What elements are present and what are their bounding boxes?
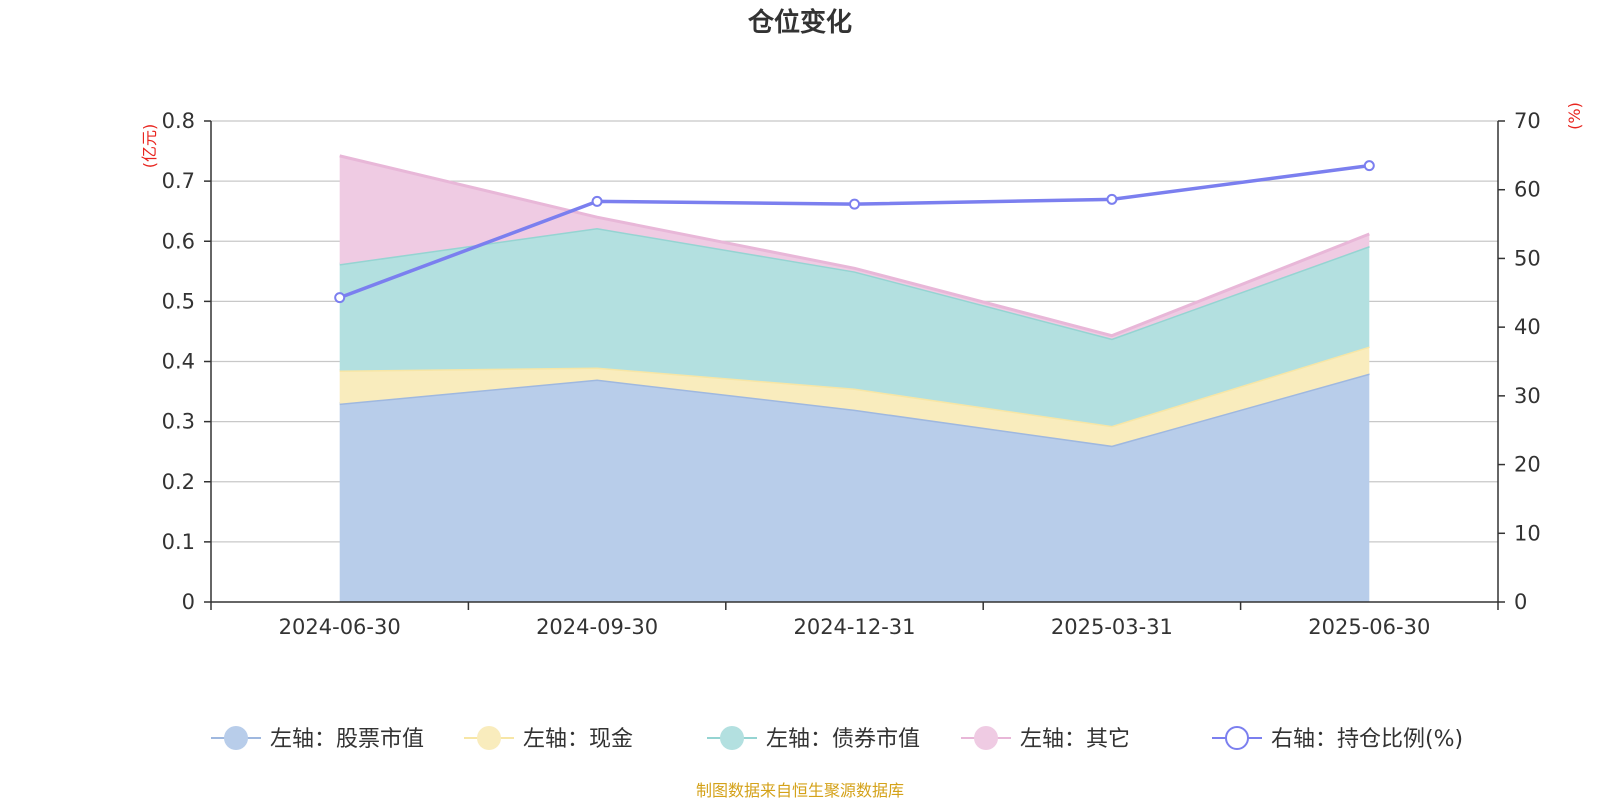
ratio-point xyxy=(334,292,346,304)
left-tick-label: 0 xyxy=(182,590,195,614)
x-tick-label: 2024-12-31 xyxy=(793,615,915,639)
legend-label: 左轴：其它 xyxy=(1020,727,1130,752)
legend-circle-symbol xyxy=(974,726,998,750)
area-series xyxy=(339,154,1370,602)
right-tick-label: 20 xyxy=(1514,453,1541,477)
legend-item-2[interactable]: 左轴：债券市值 xyxy=(707,726,920,752)
legend-circle-symbol xyxy=(224,726,248,750)
legend-label: 左轴：股票市值 xyxy=(270,727,424,752)
legend-label: 左轴：债券市值 xyxy=(766,727,920,752)
right-tick-label: 50 xyxy=(1514,246,1541,270)
legend-item-4[interactable]: 右轴：持仓比例(%) xyxy=(1212,726,1463,752)
right-axis-unit: (%) xyxy=(1565,102,1584,130)
area-fill-0 xyxy=(339,373,1370,602)
legend-item-3[interactable]: 左轴：其它 xyxy=(961,726,1130,752)
right-tick-label: 0 xyxy=(1514,590,1527,614)
ratio-point xyxy=(591,195,603,207)
ratio-point xyxy=(849,198,860,210)
left-tick-label: 0.6 xyxy=(162,229,195,253)
legend-label: 右轴：持仓比例(%) xyxy=(1271,727,1463,752)
left-tick-label: 0.1 xyxy=(162,530,195,554)
left-tick-label: 0.7 xyxy=(162,169,195,193)
x-tick-label: 2024-09-30 xyxy=(536,615,658,639)
right-tick-label: 40 xyxy=(1514,315,1541,339)
source-note: 制图数据来自恒生聚源数据库 xyxy=(696,781,904,800)
left-axis-unit: (亿元) xyxy=(140,124,159,169)
area-fill-1 xyxy=(339,346,1370,446)
x-tick-label: 2025-03-31 xyxy=(1051,615,1173,639)
area-line-3 xyxy=(339,154,1370,338)
right-tick-label: 60 xyxy=(1514,178,1541,202)
legend-item-0[interactable]: 左轴：股票市值 xyxy=(211,726,424,752)
legend-circle-symbol xyxy=(477,726,501,750)
ratio-point xyxy=(1106,193,1118,205)
line-series xyxy=(334,160,1375,304)
left-tick-label: 0.2 xyxy=(162,470,195,494)
axes: 0 0.1 0.2 0.3 0.4 0.5 0.6 0.7 0.8 0 10 20 30 40 50 60 70… xyxy=(140,102,1584,639)
legend-circle-symbol xyxy=(720,726,744,750)
ratio-point xyxy=(1363,160,1375,172)
legend: 左轴：股票市值 左轴：现金 左轴：债券市值 左轴：其它 右轴：持仓比例(%) xyxy=(211,726,1463,752)
legend-circle-symbol xyxy=(1225,726,1249,750)
right-tick-label: 70 xyxy=(1514,109,1541,133)
left-tick-label: 0.5 xyxy=(162,289,195,313)
left-tick-label: 0.3 xyxy=(162,410,195,434)
right-tick-label: 30 xyxy=(1514,384,1541,408)
left-tick-label: 0.8 xyxy=(162,109,195,133)
right-tick-label: 10 xyxy=(1514,521,1541,545)
legend-label: 左轴：现金 xyxy=(523,727,633,752)
left-tick-label: 0.4 xyxy=(162,350,195,374)
x-tick-label: 2025-06-30 xyxy=(1308,615,1430,639)
x-tick-label: 2024-06-30 xyxy=(279,615,401,639)
area-fill-2 xyxy=(339,228,1370,426)
chart-title: 仓位变化 xyxy=(747,7,852,38)
legend-item-1[interactable]: 左轴：现金 xyxy=(464,726,633,752)
